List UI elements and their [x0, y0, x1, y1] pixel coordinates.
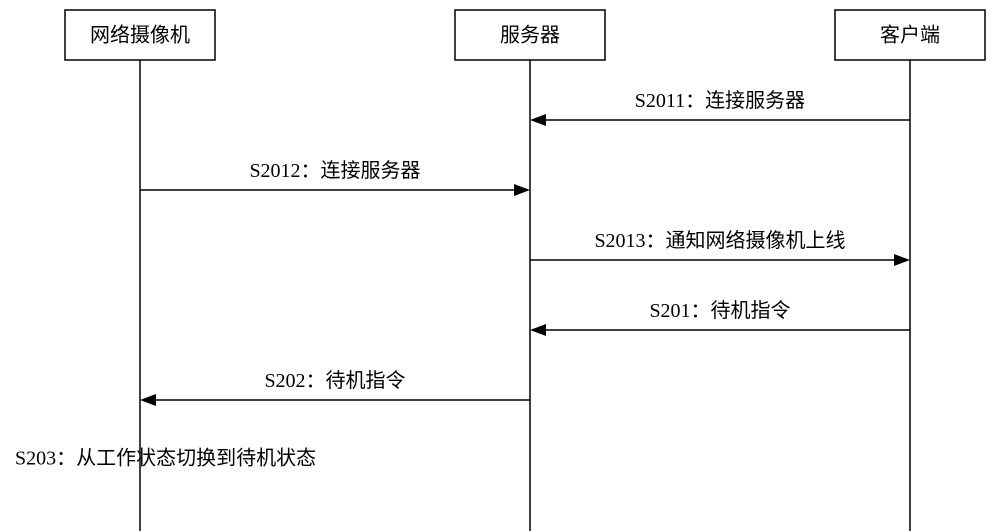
message-label-m1: S2011：连接服务器	[635, 89, 805, 112]
message-arrowhead-m2	[514, 184, 530, 196]
participant-label-client: 客户端	[880, 24, 940, 47]
message-label-m4: S201：待机指令	[649, 299, 790, 322]
message-arrowhead-m1	[530, 114, 546, 126]
message-label-m2: S2012：连接服务器	[249, 159, 420, 182]
self-action-label: S203：从工作状态切换到待机状态	[15, 447, 316, 470]
message-arrowhead-m3	[894, 254, 910, 266]
message-arrowhead-m4	[530, 324, 546, 336]
participant-label-camera: 网络摄像机	[90, 24, 190, 47]
message-label-m3: S2013：通知网络摄像机上线	[594, 229, 845, 252]
participant-label-server: 服务器	[500, 24, 560, 47]
message-label-m5: S202：待机指令	[264, 369, 405, 392]
message-arrowhead-m5	[140, 394, 156, 406]
